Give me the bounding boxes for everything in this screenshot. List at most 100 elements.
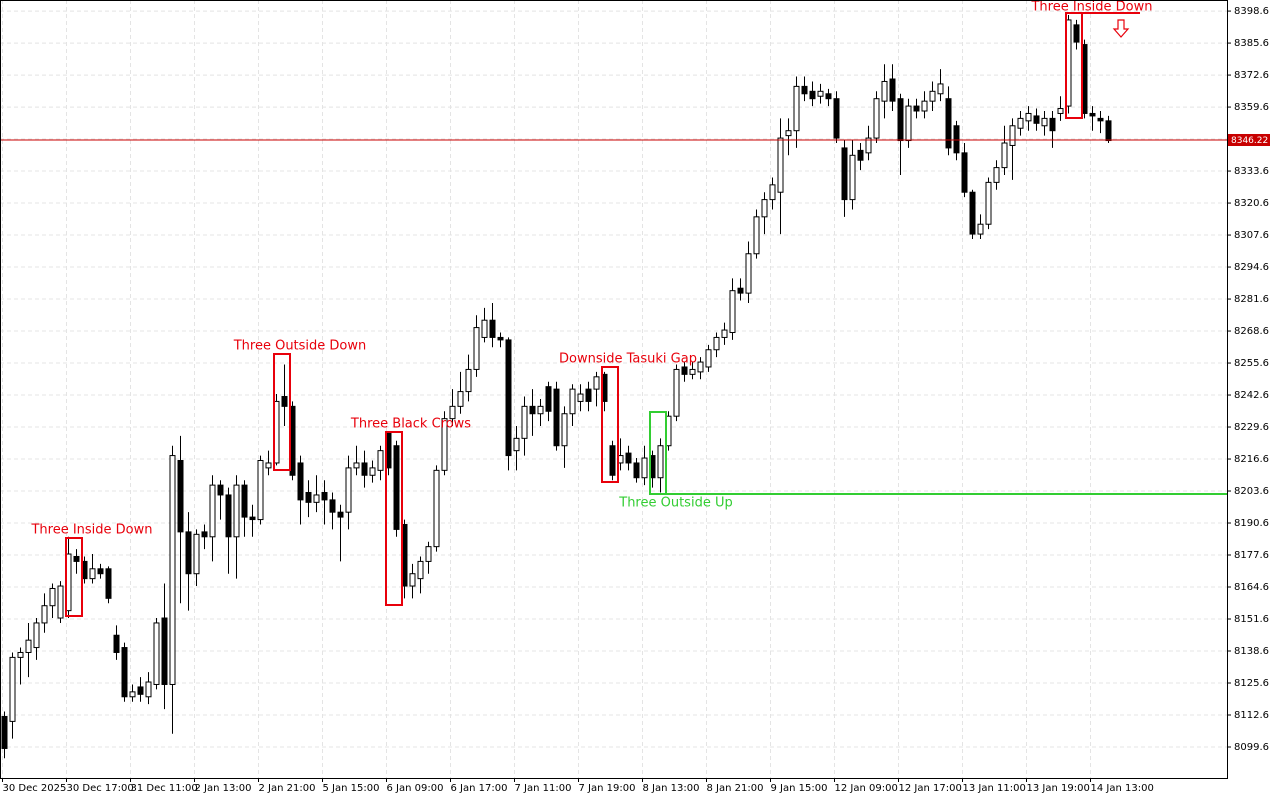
current-price-box <box>1228 133 1270 146</box>
y-tick-label: 8372.6 <box>1234 70 1269 81</box>
candle-body <box>1 715 8 749</box>
x-tick-label: 5 Jan 15:00 <box>323 783 380 794</box>
candle-body <box>529 405 536 415</box>
candle-body <box>801 85 808 95</box>
candle-body <box>105 568 112 599</box>
candle-body <box>97 568 104 575</box>
candle-body <box>873 98 880 139</box>
candle-body <box>521 405 528 439</box>
candle-body <box>729 290 736 334</box>
candle-body <box>705 349 712 368</box>
x-tick-label: 30 Dec 2025 <box>3 783 67 794</box>
y-tick-label: 8255.6 <box>1234 358 1269 369</box>
pattern-label: Three Outside Up <box>618 496 732 511</box>
candle-body <box>585 388 592 402</box>
candle-body <box>129 691 136 698</box>
candle-body <box>881 80 888 102</box>
candle-body <box>945 98 952 149</box>
candle-body <box>889 78 896 102</box>
candle-body <box>193 533 200 575</box>
candle-body <box>177 459 184 533</box>
y-tick-label: 8099.6 <box>1234 742 1269 753</box>
candle-body <box>473 327 480 370</box>
x-tick-label: 14 Jan 13:00 <box>1091 783 1154 794</box>
candle-body <box>1089 112 1096 117</box>
candle-body <box>905 105 912 142</box>
candle-body <box>17 651 24 658</box>
candle-body <box>393 445 400 530</box>
candle-body <box>497 336 504 341</box>
candle-body <box>73 555 80 562</box>
candle-body <box>721 329 728 338</box>
candle-body <box>257 459 264 521</box>
candle-body <box>1105 120 1112 142</box>
y-tick-label: 8359.6 <box>1234 102 1269 113</box>
candle-body <box>921 100 928 112</box>
candle-body <box>961 152 968 193</box>
candle-body <box>433 469 440 548</box>
x-tick-label: 8 Jan 13:00 <box>643 783 700 794</box>
y-tick-label: 8398.6 <box>1234 6 1269 17</box>
candle-body <box>833 98 840 139</box>
candle-body <box>169 455 176 685</box>
x-tick-label: 13 Jan 11:00 <box>963 783 1026 794</box>
pattern-label: Three Black Crows <box>350 417 471 432</box>
x-tick-label: 2 Jan 13:00 <box>195 783 252 794</box>
x-tick-label: 7 Jan 19:00 <box>579 783 636 794</box>
overlay: Three Inside Down Three Outside Down Three… <box>0 0 1227 617</box>
candle-body <box>937 83 944 95</box>
x-tick-label: 31 Dec 11:00 <box>131 783 198 794</box>
candle-body <box>841 147 848 201</box>
candle-body <box>153 622 160 685</box>
x-tick-label: 12 Jan 09:00 <box>835 783 898 794</box>
candle-body <box>369 467 376 476</box>
x-tick-label: 9 Jan 15:00 <box>771 783 828 794</box>
y-tick-label: 8216.6 <box>1234 454 1269 465</box>
x-tick-label: 12 Jan 17:00 <box>899 783 962 794</box>
candle-body <box>681 366 688 375</box>
candle-body <box>465 368 472 393</box>
candle-body <box>417 560 424 580</box>
y-tick-label: 8333.6 <box>1234 166 1269 177</box>
x-tick-label: 6 Jan 09:00 <box>387 783 444 794</box>
candle-body <box>913 105 920 112</box>
candle-body <box>1073 24 1080 43</box>
candle-body <box>345 467 352 513</box>
candle-body <box>57 585 64 619</box>
pattern-box <box>385 431 403 606</box>
current-price-label: 8346.22 <box>1231 136 1268 146</box>
candle-body <box>569 388 576 415</box>
candle-body <box>761 199 768 218</box>
candle-body <box>49 587 56 607</box>
candle-body <box>969 191 976 235</box>
candle-body <box>753 216 760 255</box>
candle-body <box>1049 117 1056 132</box>
candle-body <box>233 484 240 538</box>
pattern-label: Three Inside Down <box>30 523 152 538</box>
candles <box>1 15 1112 759</box>
candle-body <box>281 396 288 407</box>
candle-body <box>225 494 232 538</box>
candle-body <box>249 516 256 521</box>
candle-body <box>561 413 568 447</box>
y-tick-label: 8281.6 <box>1234 294 1269 305</box>
candle-body <box>553 388 560 447</box>
pattern-label: Three Inside Down <box>1030 0 1152 15</box>
x-tick-label: 13 Jan 19:00 <box>1027 783 1090 794</box>
candle-body <box>849 154 856 201</box>
candle-body <box>145 681 152 698</box>
candle-body <box>593 376 600 390</box>
candle-body <box>41 605 48 624</box>
candle-body <box>441 418 448 471</box>
candle-body <box>777 137 784 193</box>
y-tick-label: 8125.6 <box>1234 678 1269 689</box>
candle-body <box>713 336 720 351</box>
candle-body <box>457 391 464 407</box>
y-tick-label: 8307.6 <box>1234 230 1269 241</box>
candle-body <box>825 93 832 100</box>
candle-body <box>33 622 40 649</box>
y-tick-label: 8177.6 <box>1234 550 1269 561</box>
candle-body <box>1017 117 1024 129</box>
candle-body <box>409 573 416 587</box>
